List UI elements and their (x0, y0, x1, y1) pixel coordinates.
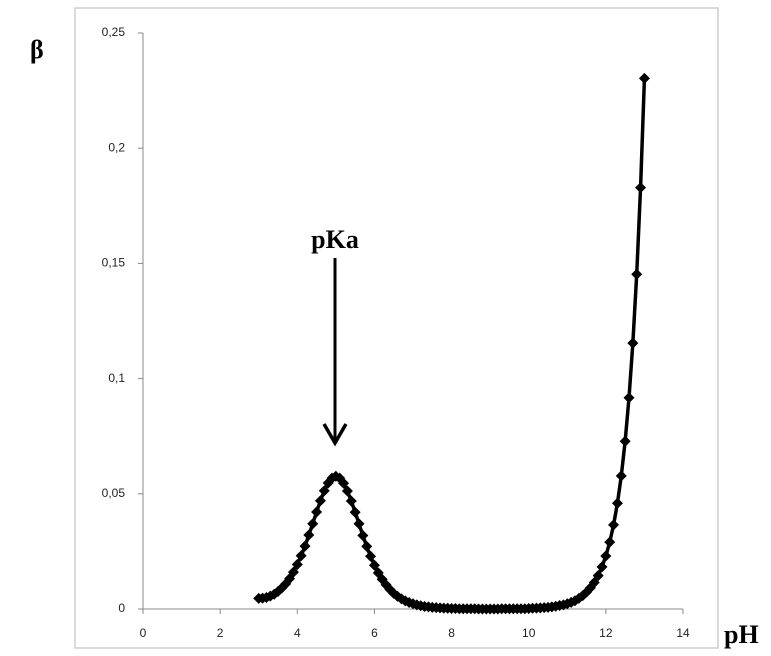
x-tick-label: 12 (599, 626, 613, 640)
data-point (287, 566, 299, 578)
x-tick-label: 6 (371, 626, 378, 640)
data-point (638, 72, 650, 84)
data-point (600, 550, 612, 562)
x-tick-label: 2 (217, 626, 224, 640)
y-tick-label: 0,15 (102, 256, 126, 270)
y-tick-label: 0,25 (102, 25, 126, 39)
data-point (341, 485, 353, 497)
y-tick-label: 0,2 (108, 140, 125, 154)
data-point (615, 470, 627, 482)
data-point (368, 559, 380, 571)
data-point (349, 506, 361, 518)
x-tick-label: 0 (140, 626, 147, 640)
data-point (592, 570, 604, 582)
data-point (353, 518, 365, 530)
data-point (611, 497, 623, 509)
x-tick-label: 8 (448, 626, 455, 640)
data-point (631, 268, 643, 280)
arrow-head (322, 423, 348, 447)
data-point (619, 435, 631, 447)
data-point (357, 530, 369, 542)
y-tick-label: 0 (118, 601, 125, 615)
data-point (295, 550, 307, 562)
data-point (365, 550, 377, 562)
data-point (627, 337, 639, 349)
y-axis-label: β (30, 35, 44, 64)
data-point (345, 495, 357, 507)
plot-frame (74, 7, 719, 649)
x-tick-label: 10 (522, 626, 536, 640)
y-tick-label: 0,05 (102, 486, 126, 500)
data-point (303, 529, 315, 541)
data-point (311, 506, 323, 518)
data-point (361, 540, 373, 552)
data-point (623, 392, 635, 404)
data-point (338, 477, 350, 489)
x-tick-label: 4 (294, 626, 301, 640)
data-point (604, 536, 616, 548)
annotation: pKa (311, 225, 359, 254)
data-point (635, 182, 647, 194)
data-point (608, 519, 620, 531)
data-point (291, 559, 303, 571)
data-point (318, 485, 330, 497)
x-axis-label: pH (724, 620, 759, 649)
data-point (299, 540, 311, 552)
data-point (314, 495, 326, 507)
data-point (596, 561, 608, 573)
data-point (307, 518, 319, 530)
y-tick-label: 0,1 (108, 371, 125, 385)
x-tick-label: 14 (676, 626, 690, 640)
